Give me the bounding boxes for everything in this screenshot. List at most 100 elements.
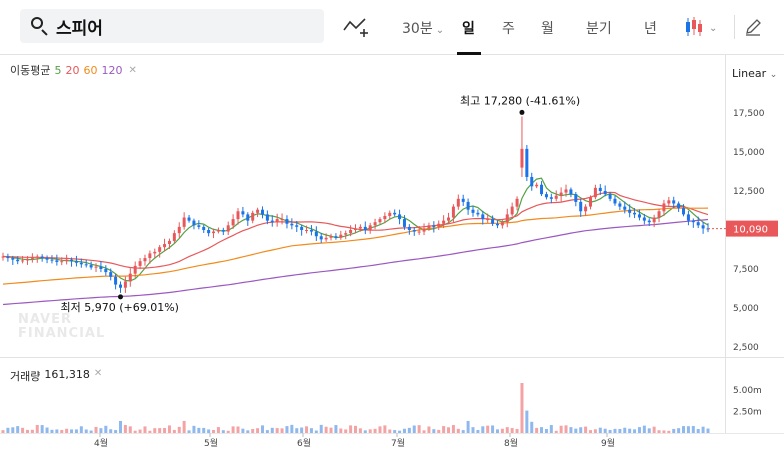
volume-tick-label: 2.50m [733,407,762,417]
search-query[interactable]: 스피어 [56,18,103,39]
candle-body [1,256,5,258]
volume-bar [60,429,64,433]
volume-bar [114,430,118,433]
volume-bar [109,429,113,433]
volume-bar [216,427,220,433]
volume-bar [79,426,83,433]
candle-body [667,200,671,204]
volume-bar [647,428,651,433]
volume-bar [378,426,382,433]
time-axis[interactable] [0,433,784,453]
naver-financial-watermark: NAVER FINANCIAL [18,312,106,341]
candle-body [505,214,509,223]
current-price-tag [726,220,778,237]
candle-body [628,209,632,213]
volume-bar [598,427,602,433]
volume-bar [119,420,122,433]
volume-bar [334,425,338,433]
candle-body [456,198,460,207]
moving-average-legend: 이동평균 5 20 60 120 ✕ [10,62,137,78]
candle-body [682,208,686,215]
price-axis[interactable] [725,55,784,433]
volume-bar [177,426,181,433]
trendline-draw-icon[interactable] [343,16,369,38]
volume-bar [295,428,299,433]
volume-bar [231,426,235,433]
candle-body [309,230,313,232]
high-annotation: 최고 17,280 (-41.61%) [460,94,580,107]
candle-body [79,262,83,265]
candle-body [109,272,113,277]
volume-bar [402,428,406,433]
candle-body [662,203,666,212]
candle-body [133,265,137,274]
volume-bar [672,428,676,433]
candle-body [368,225,372,230]
volume-bar [275,428,279,433]
candlestick-icon[interactable]: ⌄ [684,16,720,38]
ma120-legend[interactable]: 120 [101,63,123,77]
period-year[interactable]: 년 [644,21,657,37]
chevron-down-icon: ⌄ [769,70,778,80]
volume-bar [579,427,583,433]
month-label: 6월 [297,437,311,449]
candle-body [373,222,377,226]
candle-body [652,217,656,223]
volume-bar [163,428,167,433]
volume-bar [300,427,304,433]
period-week[interactable]: 주 [502,21,515,37]
volume-bar [388,429,392,433]
price-chart-panel[interactable] [0,55,784,358]
candle-body [319,236,323,240]
ma-legend-label: 이동평균 [10,64,51,77]
price-tick-label: 15,000 [733,148,765,158]
candle-body [329,236,333,238]
volume-bar [535,427,539,433]
ma60-legend[interactable]: 60 [83,63,98,77]
candle-body [89,265,93,268]
volume-bar [451,425,455,433]
volume-bar [657,430,661,433]
ma5-legend[interactable]: 5 [54,63,62,77]
scale-selector[interactable]: Linear ⌄ [732,67,778,80]
month-label: 8월 [504,437,518,449]
candle-body [60,261,64,263]
candle-body [35,256,39,258]
volume-bar [319,424,323,433]
period-month[interactable]: 월 [541,21,554,37]
volume-bar [16,426,20,433]
period-quarter[interactable]: 분기 [586,21,612,37]
close-icon[interactable]: ✕ [128,64,137,76]
volume-bar [324,426,328,433]
candle-body [256,209,260,213]
candle-body [314,231,318,237]
volume-bar [466,420,470,433]
close-icon[interactable]: ✕ [93,368,103,379]
volume-bar [633,429,637,433]
ma20-legend[interactable]: 20 [65,63,80,77]
volume-bar [123,425,127,433]
candle-body [114,276,118,285]
candle-body [363,226,367,230]
period-day[interactable]: 일 [462,21,475,37]
volume-bar [84,429,88,433]
candle-body [99,266,103,269]
candle-body [50,259,54,261]
pencil-icon[interactable] [743,17,763,37]
volume-bar [432,429,436,433]
volume-bar [11,427,15,433]
volume-bar [133,430,137,433]
candle-body [642,217,646,221]
month-label: 5월 [204,437,218,449]
volume-bar [167,425,171,433]
volume-bar [471,427,475,433]
volume-bar [285,426,289,433]
candle-body [696,222,700,226]
search-box[interactable]: 스피어 [20,9,324,43]
candle-body [608,194,612,199]
candle-body [515,198,519,207]
period-30min[interactable]: 30분 ⌄ [402,21,445,37]
candle-body [207,230,211,234]
high-marker [519,109,525,115]
